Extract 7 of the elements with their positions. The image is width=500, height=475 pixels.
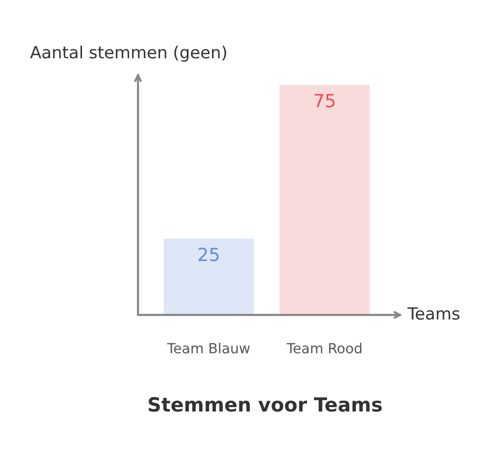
data-label: 25	[198, 248, 219, 262]
x-axis-title: Teams	[407, 307, 460, 320]
x-tick-label: Team Rood	[286, 342, 362, 354]
y-axis-title: Aantal stemmen (geen)	[30, 46, 226, 62]
data-label: 75	[314, 94, 335, 108]
text: Stemmen voor Teams	[148, 397, 382, 412]
x-tick-label: Team Blauw	[167, 342, 250, 354]
